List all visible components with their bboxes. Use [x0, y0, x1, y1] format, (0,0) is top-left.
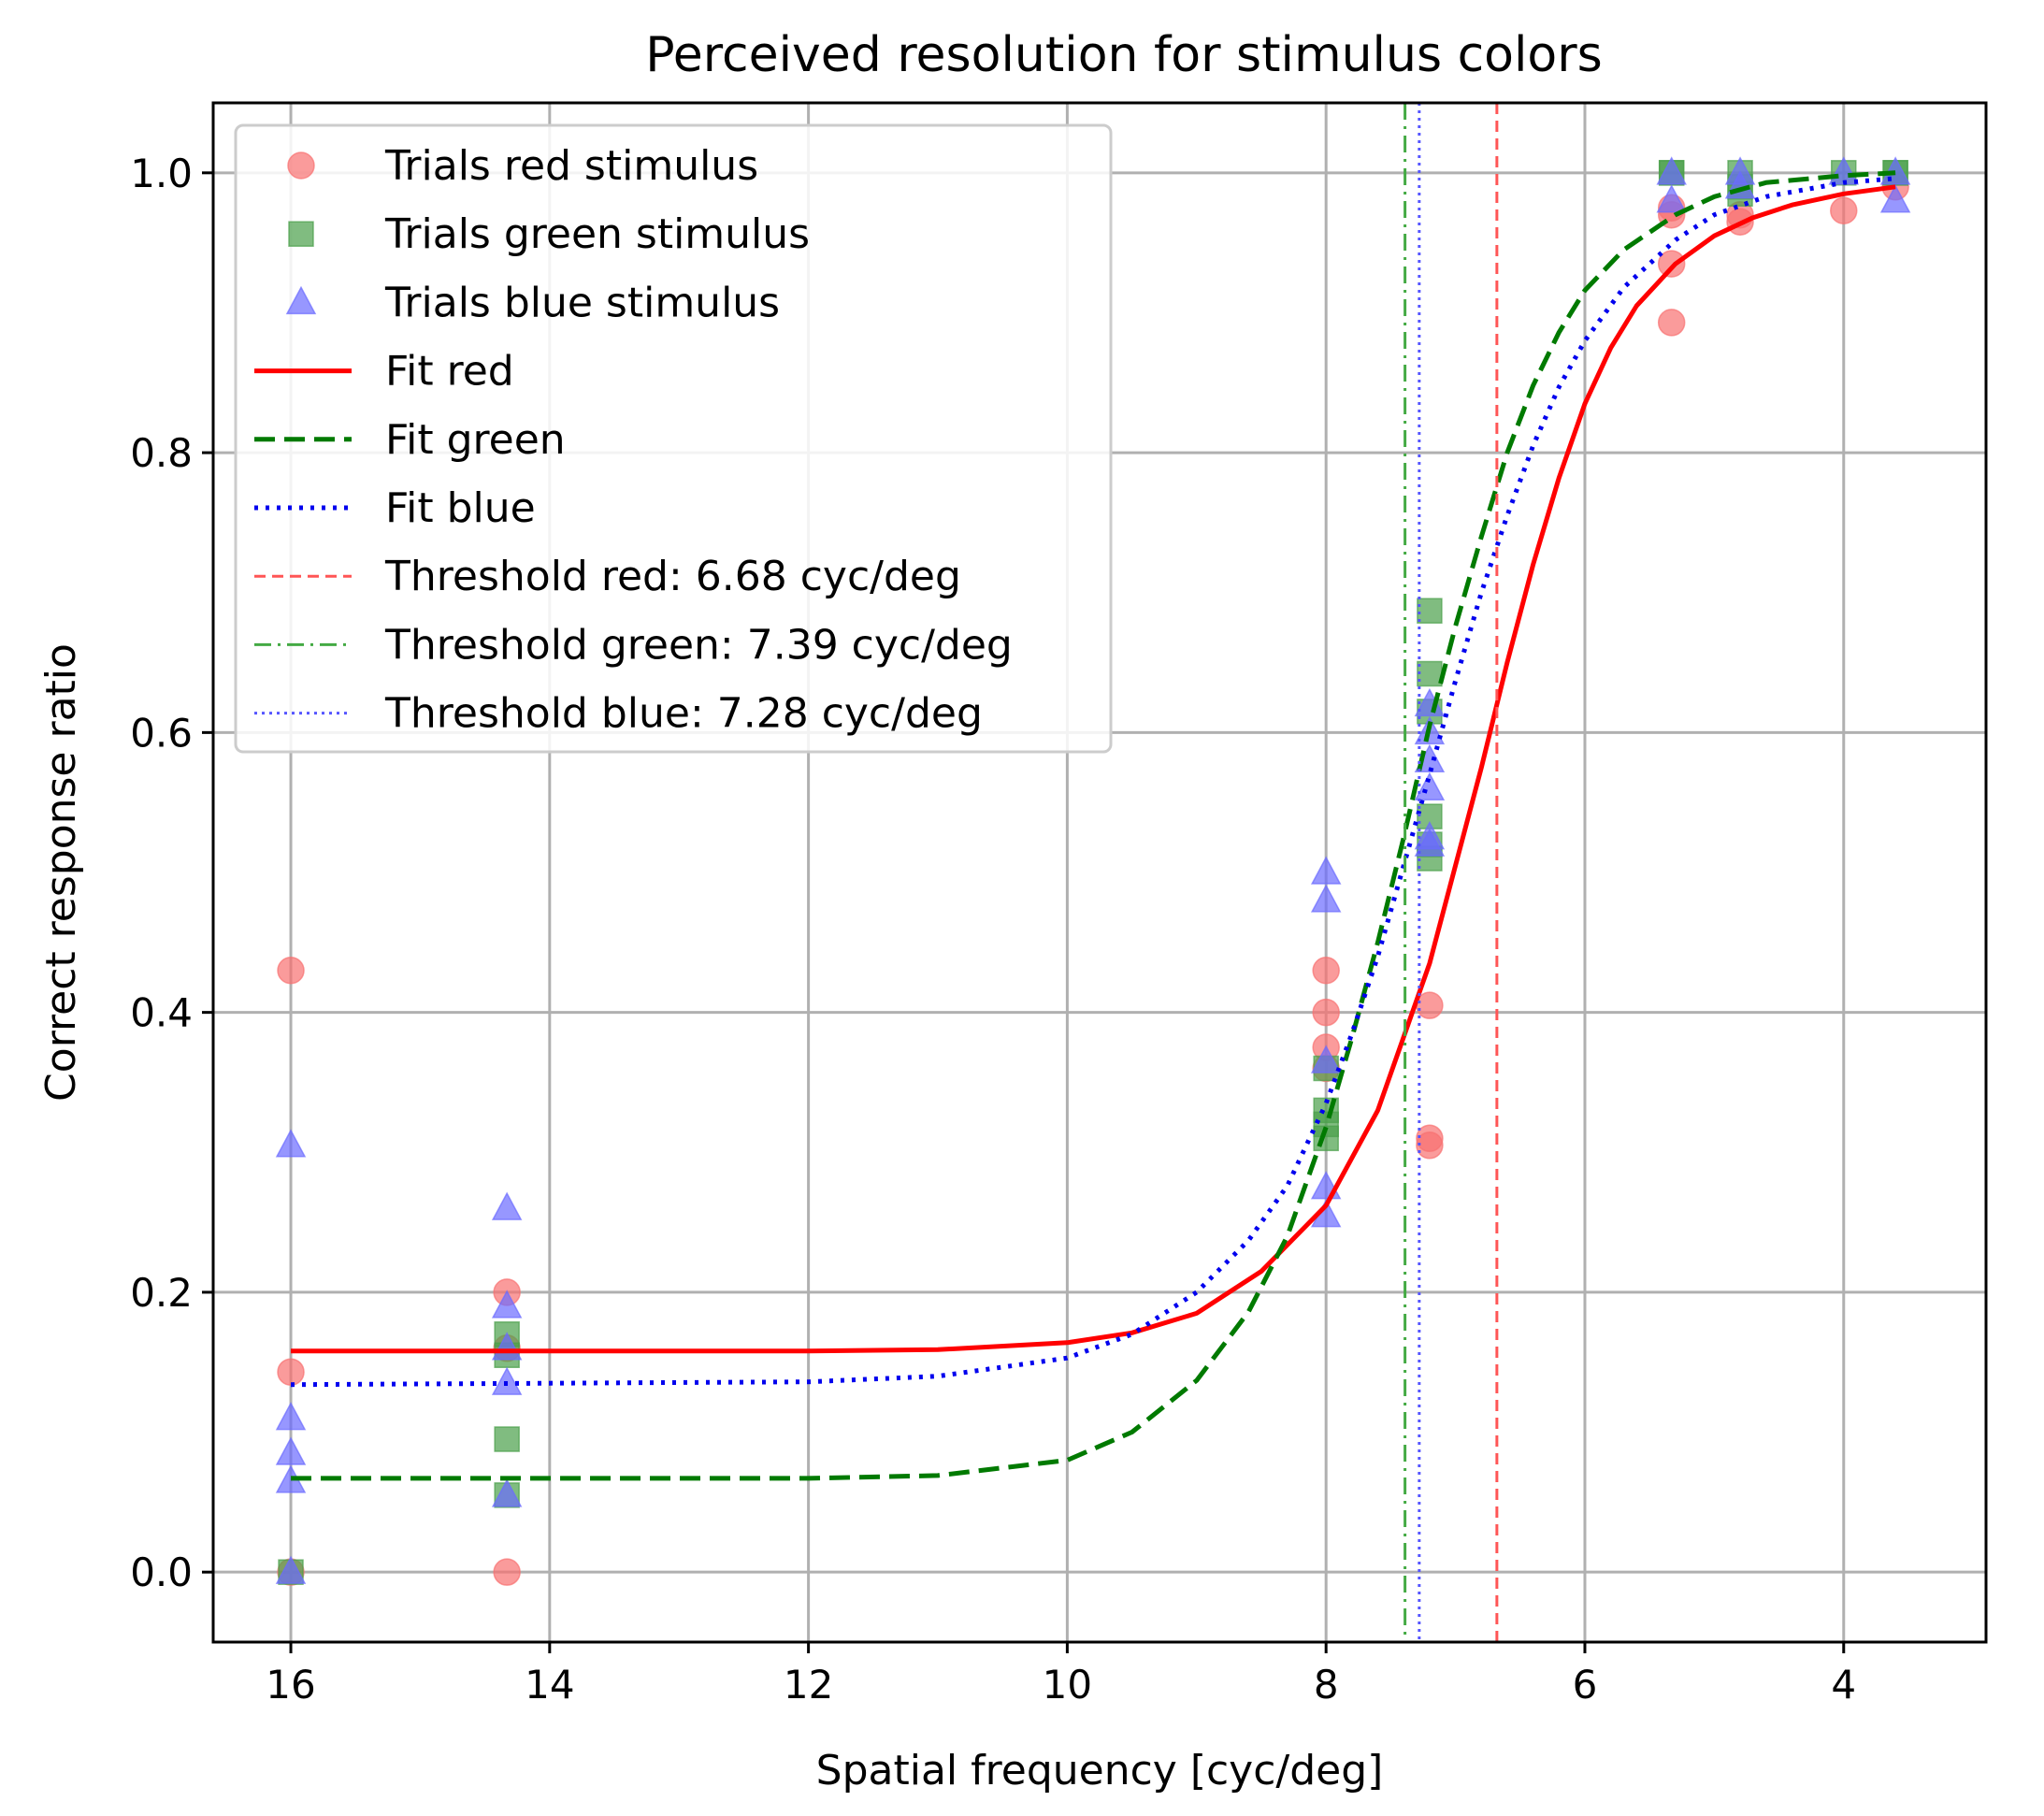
data-point-triangle	[1310, 856, 1342, 885]
data-point-circle	[277, 956, 305, 985]
data-point-triangle	[1656, 184, 1687, 213]
data-point-square	[1417, 660, 1443, 687]
data-point-triangle	[275, 1555, 307, 1584]
y-axis-label: Correct response ratio	[37, 643, 85, 1102]
data-point-triangle	[275, 1436, 307, 1465]
data-point-triangle	[1414, 771, 1446, 800]
y-tick-label: 0.8	[130, 430, 193, 476]
fit-curve	[291, 184, 1896, 1354]
legend-marker-triangle	[285, 285, 317, 315]
data-point-triangle	[1310, 884, 1342, 913]
legend-entry-label: Fit green	[385, 416, 566, 464]
x-tick-label: 10	[1043, 1662, 1092, 1708]
y-tick-label: 1.0	[130, 151, 193, 196]
data-point-square	[494, 1426, 520, 1452]
legend: Trials red stimulus Trials green stimulus…	[234, 123, 1113, 754]
legend-entry-label: Threshold red: 6.68 cyc/deg	[384, 553, 961, 600]
y-tick-label: 0.6	[130, 710, 193, 756]
legend-entry-label: Trials blue stimulus	[384, 279, 780, 326]
x-tick-label: 6	[1573, 1662, 1598, 1708]
y-tick-label: 0.0	[130, 1549, 193, 1595]
data-point-circle	[1312, 998, 1340, 1027]
data-point-triangle	[1310, 1045, 1342, 1074]
data-point-circle	[1830, 196, 1858, 224]
x-tick-label: 14	[525, 1662, 574, 1708]
axes-frame	[211, 101, 1988, 1644]
data-point-triangle	[491, 1290, 523, 1319]
x-tick-label: 8	[1314, 1662, 1339, 1708]
x-tick-label: 4	[1831, 1662, 1856, 1708]
data-point-circle	[277, 1358, 305, 1386]
data-point-circle	[493, 1558, 521, 1586]
data-point-circle	[1657, 250, 1686, 278]
axis-ticks: 16 14 12 10 8 6 4 0.0 0.2 0.4 0.6 0.8 1.0	[130, 151, 1856, 1708]
data-point-triangle	[491, 1191, 523, 1220]
legend-marker-circle	[287, 151, 315, 180]
legend-entry-label: Threshold green: 7.39 cyc/deg	[384, 621, 1013, 669]
fit-curve	[291, 170, 1896, 1481]
x-tick-label: 16	[266, 1662, 315, 1708]
chart-title: Perceived resolution for stimulus colors	[645, 27, 1602, 83]
data-point-triangle	[275, 1401, 307, 1431]
data-point-circle	[1312, 956, 1340, 985]
y-tick-label: 0.4	[130, 990, 193, 1036]
data-point-square	[1417, 598, 1443, 624]
legend-entry-label: Trials red stimulus	[384, 142, 758, 190]
data-point-triangle	[1656, 156, 1687, 185]
x-tick-label: 12	[784, 1662, 833, 1708]
data-point-circle	[1657, 309, 1686, 337]
plot-area	[275, 103, 1911, 1642]
data-point-triangle	[1414, 828, 1446, 857]
legend-entry-label: Threshold blue: 7.28 cyc/deg	[384, 690, 983, 738]
data-point-triangle	[275, 1129, 307, 1158]
y-tick-label: 0.2	[130, 1270, 193, 1316]
data-point-triangle	[491, 1478, 523, 1507]
legend-marker-square	[288, 221, 314, 247]
legend-entry-label: Fit red	[385, 348, 514, 396]
x-axis-label: Spatial frequency [cyc/deg]	[816, 1747, 1384, 1794]
legend-entry-label: Trials green stimulus	[384, 210, 810, 258]
legend-box	[234, 123, 1113, 754]
legend-entry-label: Fit blue	[385, 484, 536, 532]
data-point-triangle	[1879, 184, 1911, 213]
data-point-circle	[1416, 1131, 1444, 1160]
